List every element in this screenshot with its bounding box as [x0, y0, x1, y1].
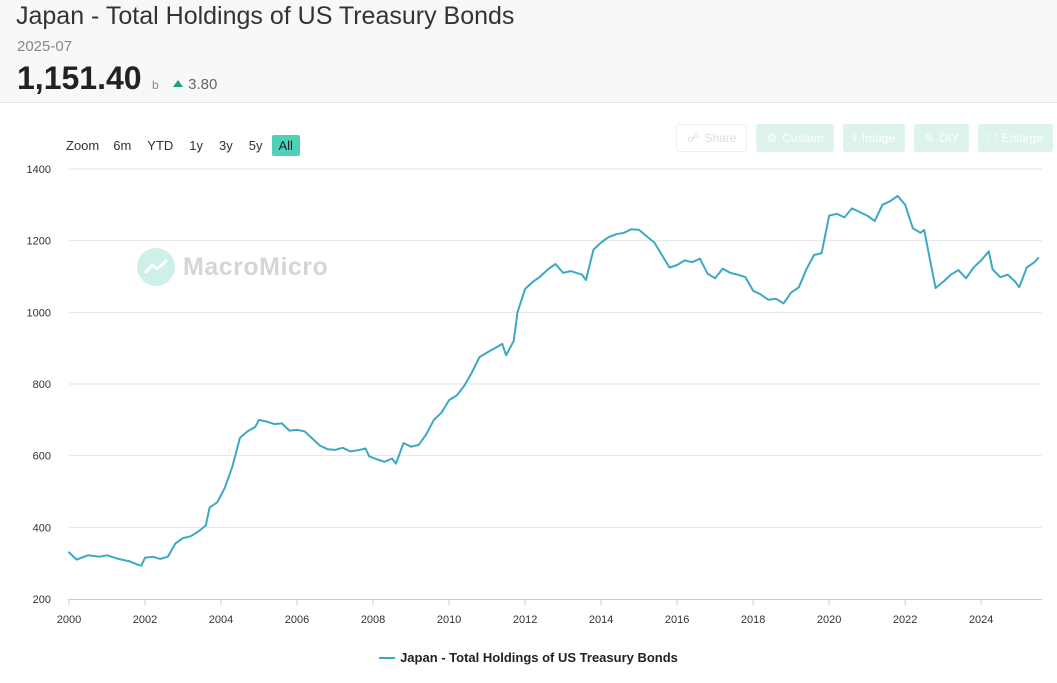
diy-label: DIY [939, 131, 960, 145]
x-tick-label-2020: 2020 [817, 614, 841, 626]
y-tick-label-200: 200 [33, 594, 51, 606]
y-tick-label-1400: 1400 [27, 164, 51, 176]
legend[interactable]: Japan - Total Holdings of US Treasury Bo… [0, 650, 1057, 665]
zoom-3y-button[interactable]: 3y [219, 137, 233, 153]
x-tick-label-2004: 2004 [209, 614, 233, 626]
pencil-icon: ✎ [924, 131, 935, 145]
zoom-1y-button[interactable]: 1y [189, 137, 204, 153]
chart-tools: ☍ Share ⚙ Custom ⭳ Image ✎ DIY ⛶ Enlarge [667, 124, 1053, 152]
y-tick-label-1000: 1000 [27, 307, 51, 319]
x-tick-label-2008: 2008 [361, 614, 385, 626]
x-tick-label-2010: 2010 [437, 614, 461, 626]
axes: 200 400 600 800 1000 1200 1400 2000 2002 2004 2006… [27, 164, 1042, 626]
watermark-logo-icon [137, 248, 175, 286]
zoom-bar: Zoom 6m YTD 1y 3y 5y All [60, 134, 301, 156]
x-tick-label-2022: 2022 [893, 614, 917, 626]
x-tick-label-2000: 2000 [57, 614, 81, 626]
diy-button[interactable]: ✎ DIY [914, 124, 970, 152]
value-unit: b [152, 78, 159, 92]
x-tick-label-2012: 2012 [513, 614, 537, 626]
x-tick-label-2018: 2018 [741, 614, 765, 626]
y-tick-label-800: 800 [33, 379, 51, 391]
page-title: Japan - Total Holdings of US Treasury Bo… [16, 2, 515, 30]
y-tick-label-400: 400 [33, 522, 51, 534]
zoom-6m-button[interactable]: 6m [113, 137, 132, 153]
watermark-text: MacroMicro [183, 252, 329, 281]
share-label: Share [704, 131, 737, 145]
enlarge-label: Enlarge [1001, 131, 1043, 145]
image-label: Image [861, 131, 896, 145]
y-tick-label-600: 600 [33, 451, 51, 463]
custom-button[interactable]: ⚙ Custom [756, 124, 834, 152]
latest-value: 1,151.40 [17, 60, 142, 96]
zoom-ytd-button[interactable]: YTD [147, 137, 174, 153]
y-tick-label-1200: 1200 [27, 236, 51, 248]
series-line-0 [68, 194, 1040, 567]
share-button[interactable]: ☍ Share [676, 124, 748, 152]
x-tick-label-2002: 2002 [133, 614, 157, 626]
custom-label: Custom [782, 131, 824, 145]
share-icon: ☍ [687, 131, 700, 145]
gear-icon: ⚙ [766, 131, 778, 145]
legend-label: Japan - Total Holdings of US Treasury Bo… [400, 650, 678, 665]
x-tick-label-2024: 2024 [969, 614, 993, 626]
enlarge-button[interactable]: ⛶ Enlarge [978, 124, 1053, 152]
x-tick-label-2006: 2006 [285, 614, 309, 626]
series-layer [68, 194, 1040, 567]
zoom-all-button[interactable]: All [271, 134, 300, 156]
grid-lines [69, 168, 1042, 528]
x-tick-label-2016: 2016 [665, 614, 689, 626]
image-button[interactable]: ⭳ Image [842, 124, 906, 152]
watermark: MacroMicro [137, 248, 328, 286]
latest-value-row: 1,151.40 b 3.80 [17, 60, 217, 96]
up-arrow-icon [173, 80, 184, 87]
value-change: 3.80 [173, 76, 217, 93]
x-tick-label-2014: 2014 [589, 614, 613, 626]
latest-date: 2025-07 [17, 38, 73, 55]
zoom-label: Zoom [66, 137, 100, 153]
header: Japan - Total Holdings of US Treasury Bo… [0, 0, 1057, 103]
legend-swatch [379, 656, 396, 659]
expand-icon: ⛶ [988, 131, 997, 145]
download-icon: ⭳ [852, 131, 857, 145]
zoom-5y-button[interactable]: 5y [248, 137, 263, 153]
change-value: 3.80 [188, 76, 218, 93]
